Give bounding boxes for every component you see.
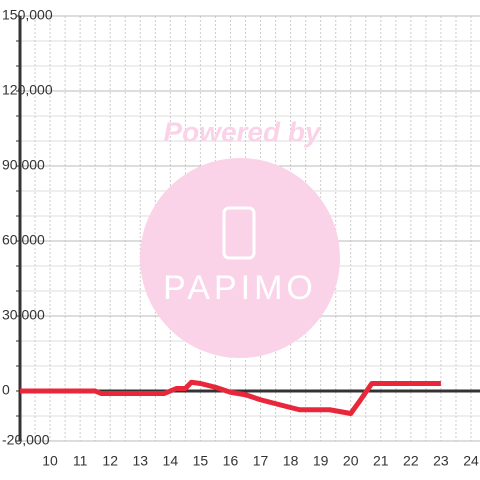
x-tick-label: 18: [283, 453, 299, 469]
x-tick-label: 16: [223, 453, 239, 469]
watermark-icon: [222, 206, 256, 260]
line: [20, 379, 441, 416]
y-tick-label: 0: [2, 382, 10, 398]
x-tick-label: 21: [373, 453, 389, 469]
x-tick-label: 17: [253, 453, 269, 469]
x-tick-label: 20: [343, 453, 359, 469]
x-tick-label: 14: [163, 453, 179, 469]
y-tick-label: -20,000: [2, 432, 50, 448]
x-tick-label: 13: [132, 453, 148, 469]
plot: -20,000 0 30,000 60,000 90,000 120,000 150,000…: [2, 7, 479, 469]
y-tick-label: 120,000: [2, 82, 53, 98]
x-tick-label: 23: [433, 453, 449, 469]
watermark-brand: PAPIMO: [163, 269, 317, 307]
y-tick-label: 30,000: [2, 307, 45, 323]
x-tick-label: 10: [42, 453, 58, 469]
x-tick-label: 11: [73, 453, 88, 469]
y-tick-label: 90,000: [2, 157, 45, 173]
x-tick-label: 12: [102, 453, 118, 469]
y-tick-label: 60,000: [2, 232, 45, 248]
x-tick-label: 24: [463, 453, 479, 469]
x-tick-label: 22: [403, 453, 419, 469]
x-tick-label: 15: [193, 453, 209, 469]
y-tick-label: 150,000: [2, 7, 53, 23]
watermark-text: Powered by: [163, 116, 322, 147]
x-tick-label: 19: [313, 453, 329, 469]
